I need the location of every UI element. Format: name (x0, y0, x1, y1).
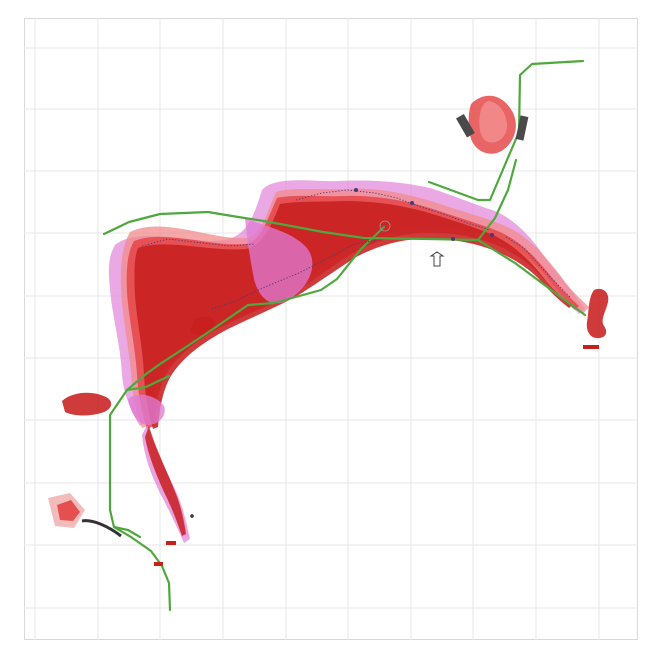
structure-marker (515, 115, 529, 141)
pipe-marker (81, 519, 122, 538)
survey-point (490, 233, 494, 237)
site-markers (81, 113, 599, 566)
east-deposit (586, 288, 609, 339)
traverse-line (141, 238, 256, 247)
pad-marker (583, 345, 599, 349)
access-routes (102, 59, 587, 612)
survey-point (354, 188, 358, 192)
route-line (427, 59, 585, 202)
central-west-deposit (190, 316, 215, 336)
west-lobe-area (128, 394, 165, 425)
traverse-line (505, 236, 572, 299)
pad-marker (166, 541, 176, 545)
core-deposit-area (134, 201, 572, 429)
traverse-line (295, 189, 491, 231)
survey-point (410, 201, 414, 205)
survey-point (451, 237, 455, 241)
west-deposit (62, 392, 112, 416)
survey-point (190, 514, 194, 518)
route-line (108, 388, 172, 612)
route-line (476, 238, 587, 317)
deposit-zone (48, 95, 609, 543)
survey-traverses (141, 189, 572, 310)
south-deposit-core (145, 426, 186, 536)
route-line (112, 525, 142, 539)
route-line (476, 158, 518, 242)
traverse-line (211, 239, 377, 310)
structure-marker (456, 113, 475, 138)
arrow-icon (429, 251, 445, 267)
map-frame (24, 18, 638, 640)
reference-circle (379, 220, 391, 232)
central-lobe-area (245, 218, 313, 304)
route-line (125, 374, 171, 392)
pad-marker (154, 562, 163, 566)
route-line (102, 210, 480, 242)
route-line (125, 225, 386, 392)
southwest-deposit-core (57, 500, 80, 521)
northeast-deposit-core (479, 101, 508, 143)
